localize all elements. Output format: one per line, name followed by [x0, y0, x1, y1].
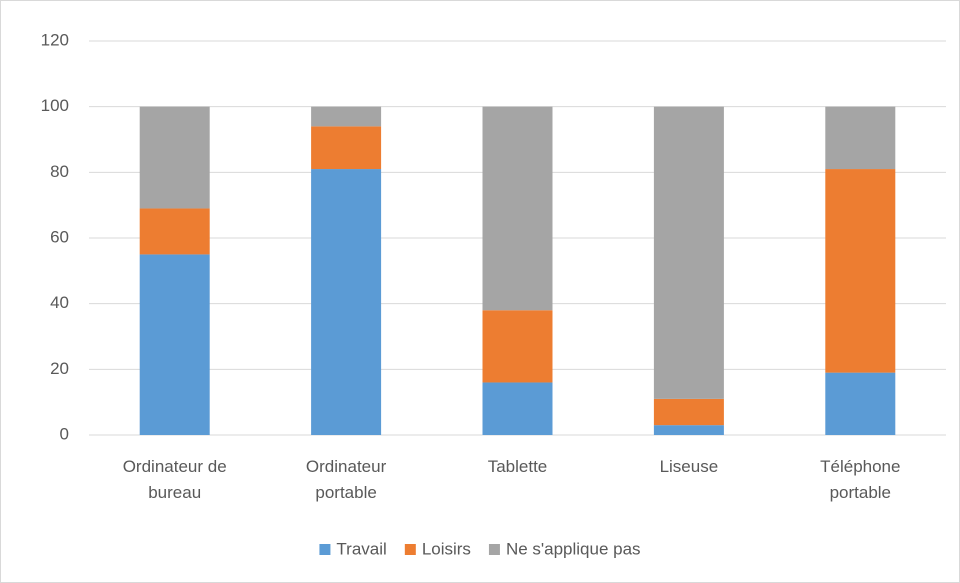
bar-segment	[311, 106, 382, 127]
bar-segment	[653, 106, 724, 399]
bar-segment	[653, 398, 724, 426]
legend-label: Ne s'applique pas	[506, 539, 641, 558]
bar-segment	[825, 372, 896, 435]
legend-label: Loisirs	[422, 539, 471, 558]
bar-segment	[482, 310, 553, 383]
y-tick-label: 80	[50, 162, 69, 181]
y-tick-label: 120	[41, 30, 69, 49]
bar-segment	[653, 425, 724, 435]
legend-swatch	[319, 544, 331, 555]
bar-segment	[311, 169, 382, 436]
y-tick-label: 100	[41, 96, 69, 115]
x-tick-label: Tablette	[487, 457, 548, 476]
x-tick-label: Liseuse	[659, 457, 719, 476]
y-tick-label: 20	[50, 359, 69, 378]
bar-segment	[139, 208, 210, 255]
bar-segment	[825, 169, 896, 373]
legend-label: Travail	[336, 539, 386, 558]
legend-swatch	[404, 544, 416, 555]
y-tick-label: 40	[50, 293, 69, 312]
x-tick-label: Ordinateur de bureau	[122, 457, 227, 502]
bar-segment	[825, 106, 896, 170]
x-tick-label: Ordinateur portable	[305, 457, 387, 502]
bar-segment	[482, 382, 553, 435]
bar-segment	[139, 106, 210, 209]
y-tick-label: 60	[50, 227, 69, 246]
x-tick-label: Téléphone portable	[820, 457, 901, 502]
bar-segment	[139, 254, 210, 435]
bar-segment	[482, 106, 553, 311]
y-tick-label: 0	[60, 424, 69, 443]
legend-swatch	[488, 544, 500, 555]
bar-segment	[311, 126, 382, 170]
